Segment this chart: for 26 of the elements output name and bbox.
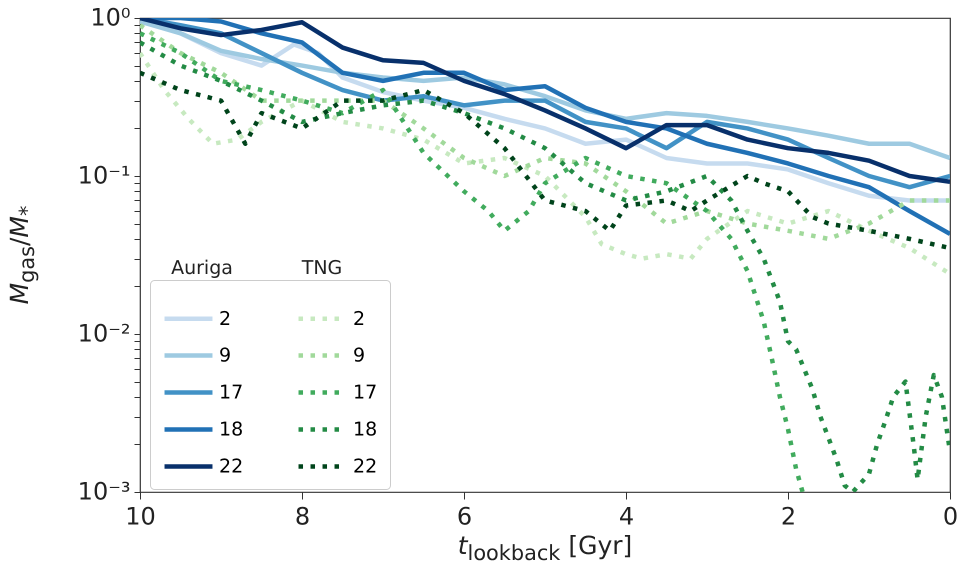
x-tick-label: 4	[618, 502, 634, 530]
line-series	[140, 31, 805, 492]
legend-label: 2	[219, 308, 232, 330]
legend-label: 22	[219, 456, 244, 478]
x-tick-label: 2	[780, 502, 796, 530]
legend-label: 17	[353, 382, 378, 404]
y-tick-label: 10⁰	[90, 4, 130, 32]
legend-label: 22	[353, 456, 378, 478]
x-tick-label: 6	[456, 502, 472, 530]
line-series	[140, 40, 950, 492]
legend-label: 18	[219, 418, 244, 440]
legend-label: 9	[219, 344, 232, 366]
legend-label: 18	[353, 418, 378, 440]
annotation: Auriga	[171, 257, 233, 279]
x-tick-label: 0	[942, 502, 958, 530]
line-series	[140, 50, 950, 276]
y-tick-label: 10⁻¹	[78, 162, 130, 190]
y-tick-label: 10⁻³	[78, 478, 130, 506]
x-tick-label: 10	[125, 502, 156, 530]
x-tick-label: 8	[294, 502, 310, 530]
legend-label: 9	[353, 344, 366, 366]
legend-label: 17	[219, 382, 244, 404]
y-tick-label: 10⁻²	[78, 320, 130, 348]
annotation: TNG	[300, 257, 342, 279]
legend-label: 2	[353, 308, 366, 330]
x-axis-title: t$_{lookback}$ [Gyr]	[458, 531, 632, 565]
